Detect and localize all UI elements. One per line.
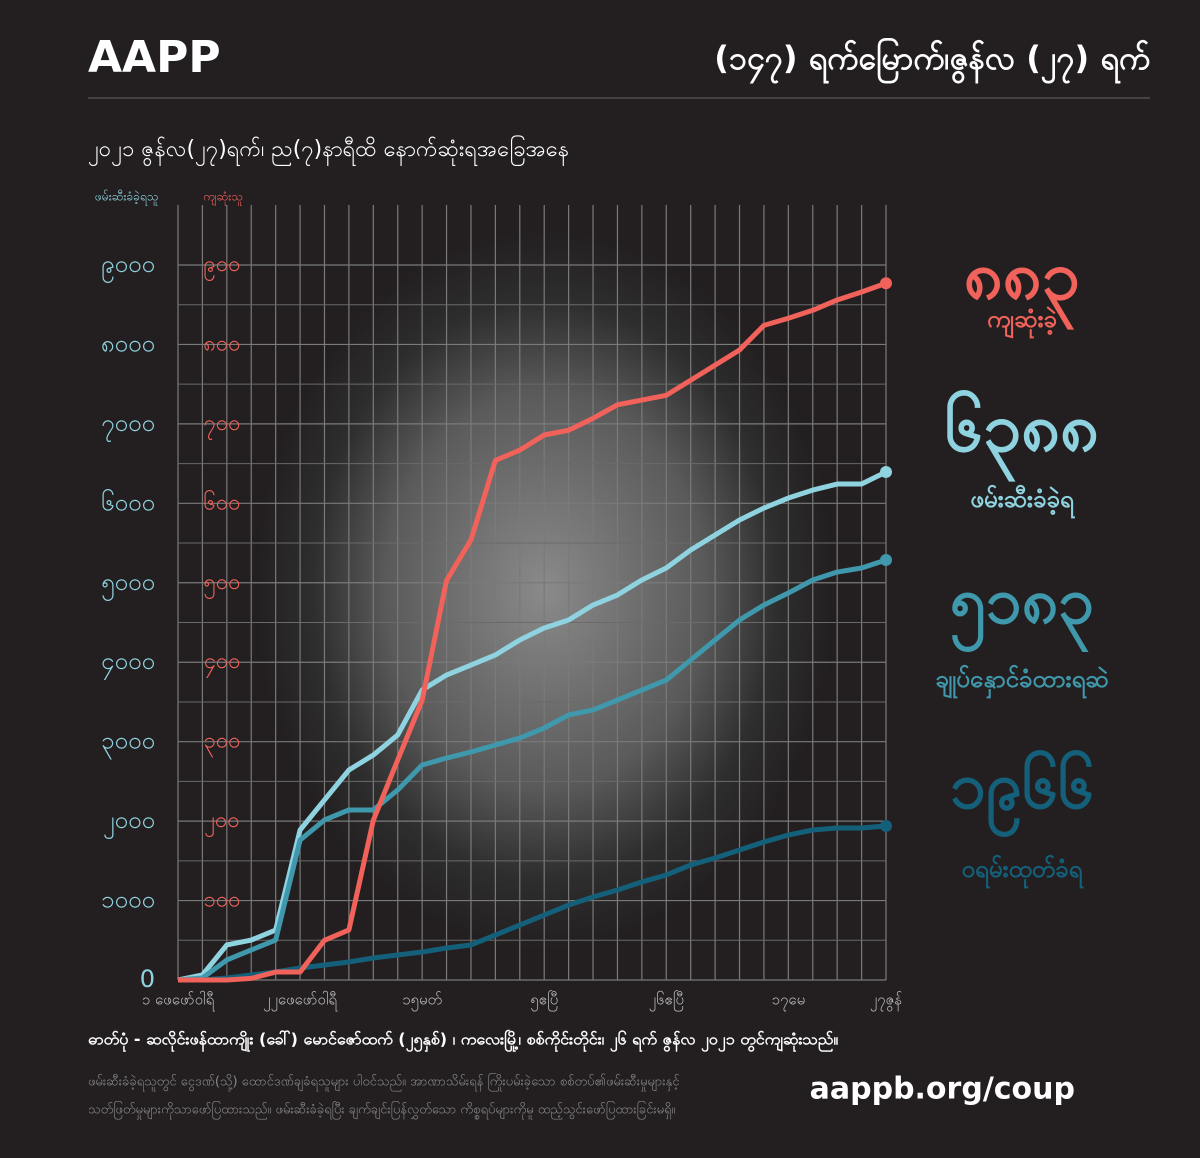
- y2-tick-label: ၁၀၀: [203, 888, 240, 913]
- x-tick-label: ၂၆ဧပြီ: [649, 991, 684, 1012]
- y-tick-label: ၄၀၀၀: [101, 647, 155, 680]
- y-tick-label: 0: [140, 965, 155, 993]
- photo: [255, 230, 835, 950]
- y2-tick-label: ၄၀၀: [203, 649, 240, 678]
- end-dot: [880, 466, 892, 479]
- y2-tick-label: ၇၀၀: [203, 411, 240, 440]
- y2-tick-label: ၃၀၀: [203, 729, 240, 758]
- url: aappb.org/coup: [810, 1072, 1075, 1107]
- end-dot: [880, 553, 892, 566]
- series-total: ၁၉၆၆: [950, 750, 1094, 837]
- note: ဖမ်းဆီးခံခဲ့ရသူတွင် ငွေဒဏ်(သို့) ထောင်ဒဏ…: [88, 1073, 680, 1092]
- y-axis-title: ဖမ်းဆီးခံခဲ့ရသူ: [95, 189, 158, 207]
- x-tick-label: ၁၇မေ: [772, 991, 806, 1012]
- y-tick-label: ၂၀၀၀: [103, 806, 155, 839]
- y-tick-label: ၆၀၀၀: [101, 487, 155, 516]
- plot: 0 ၁၀၀၀ ၂၀၀၀ ၃၀၀၀ ၄၀၀၀ ၅၀၀၀ ၆၀၀၀ ၇၀၀၀ ၈၀၀၀ ၉၀၀၀၁၀၀…: [101, 205, 902, 1012]
- y2-tick-label: ၅၀၀: [203, 570, 240, 599]
- y2-axis-title: ကျဆုံးသူ: [203, 190, 243, 207]
- x-tick-label: ၁ ဖေဖော်ဝါရီ: [142, 991, 216, 1012]
- y-tick-label: ၇၀၀၀: [101, 409, 155, 442]
- series-total: ၅၁၈၃: [950, 565, 1095, 652]
- y2-tick-label: ၆၀၀: [203, 489, 240, 515]
- x-tick-label: ၂၂ဖေဖော်ဝါရီ: [263, 991, 338, 1012]
- x-tick-label: ၅ဧပြီ: [530, 991, 558, 1012]
- x-tick-label: ၂၇ဇွန်: [870, 991, 903, 1012]
- end-dot: [880, 820, 892, 833]
- header-title: (၁၄၇) ရက်မြောက်၊ဇွန်လ (၂၇) ရက်: [714, 39, 1150, 84]
- y-tick-label: ၉၀၀၀: [101, 250, 155, 283]
- y2-tick-label: ၈၀၀: [203, 331, 240, 356]
- note: သတ်ဖြတ်မှုများကိုသာဖော်ပြထားသည်။ ဖမ်းဆီး…: [88, 1101, 675, 1120]
- x-tick-label: ၁၅မတ်: [402, 991, 442, 1012]
- brand: AAPP: [88, 32, 221, 83]
- y2-tick-label: ၉၀၀: [203, 252, 240, 281]
- y-tick-label: ၅၀၀၀: [101, 568, 155, 601]
- y-tick-label: ၃၀၀၀: [101, 727, 155, 760]
- series-total: ၈၈၃: [964, 237, 1080, 331]
- series-line: [177, 557, 887, 983]
- subtitle: ၂၀၂၁ ဇွန်လ(၂၇)ရက်၊ ည(၇)နာရီထိ နောက်ဆုံးရ…: [88, 135, 569, 167]
- series-line: [178, 823, 887, 983]
- series-line: [178, 280, 887, 983]
- y-tick-label: ၈၀၀၀: [101, 329, 155, 357]
- series-total: ၆၃၈၈: [945, 389, 1099, 483]
- end-dot: [880, 277, 892, 290]
- y2-tick-label: ၂၀၀: [204, 808, 240, 837]
- y-tick-label: ၁၀၀၀: [101, 886, 155, 914]
